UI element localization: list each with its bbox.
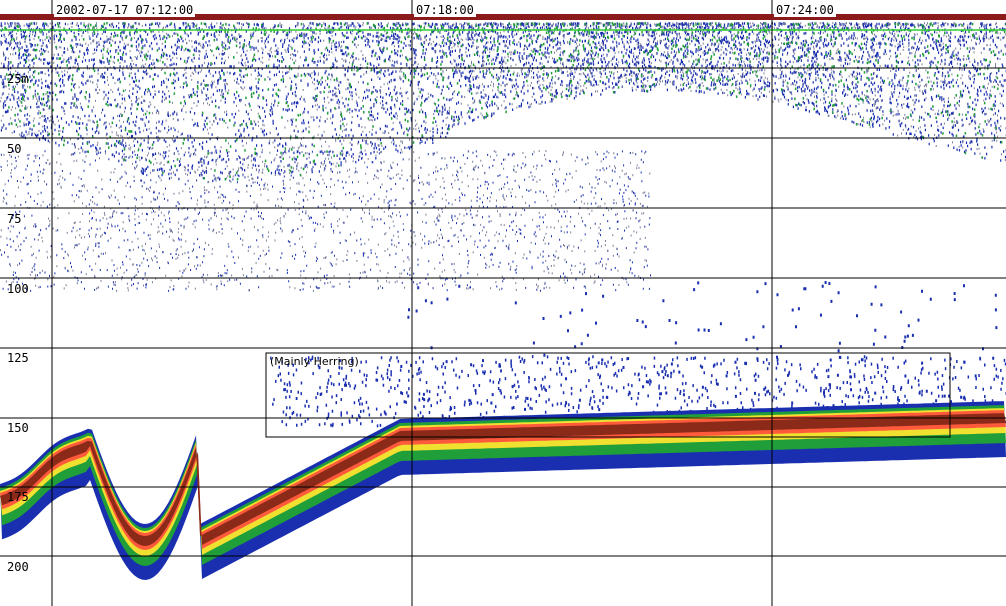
depth-label-125: 125 xyxy=(7,351,29,365)
depth-label-175: 175 xyxy=(7,490,29,504)
depth-label-25: 25m xyxy=(7,72,29,86)
time-label-mid: 07:18:00 xyxy=(414,3,476,17)
seabed-echo xyxy=(0,401,1006,580)
header-bar xyxy=(0,14,1006,20)
seabed-core xyxy=(0,413,1006,546)
depth-label-100: 100 xyxy=(7,282,29,296)
herring-annotation-label: (Mainly Herring) xyxy=(270,355,359,368)
depth-label-50: 50 xyxy=(7,142,22,156)
time-label-start: 2002-07-17 07:12:00 xyxy=(54,3,196,17)
depth-label-200: 200 xyxy=(7,560,29,574)
herring-annotation-box[interactable] xyxy=(265,352,951,438)
echo-returns xyxy=(0,22,1006,428)
time-label-end: 07:24:00 xyxy=(774,3,836,17)
depth-label-75: 75 xyxy=(7,212,22,226)
depth-label-150: 150 xyxy=(7,421,29,435)
